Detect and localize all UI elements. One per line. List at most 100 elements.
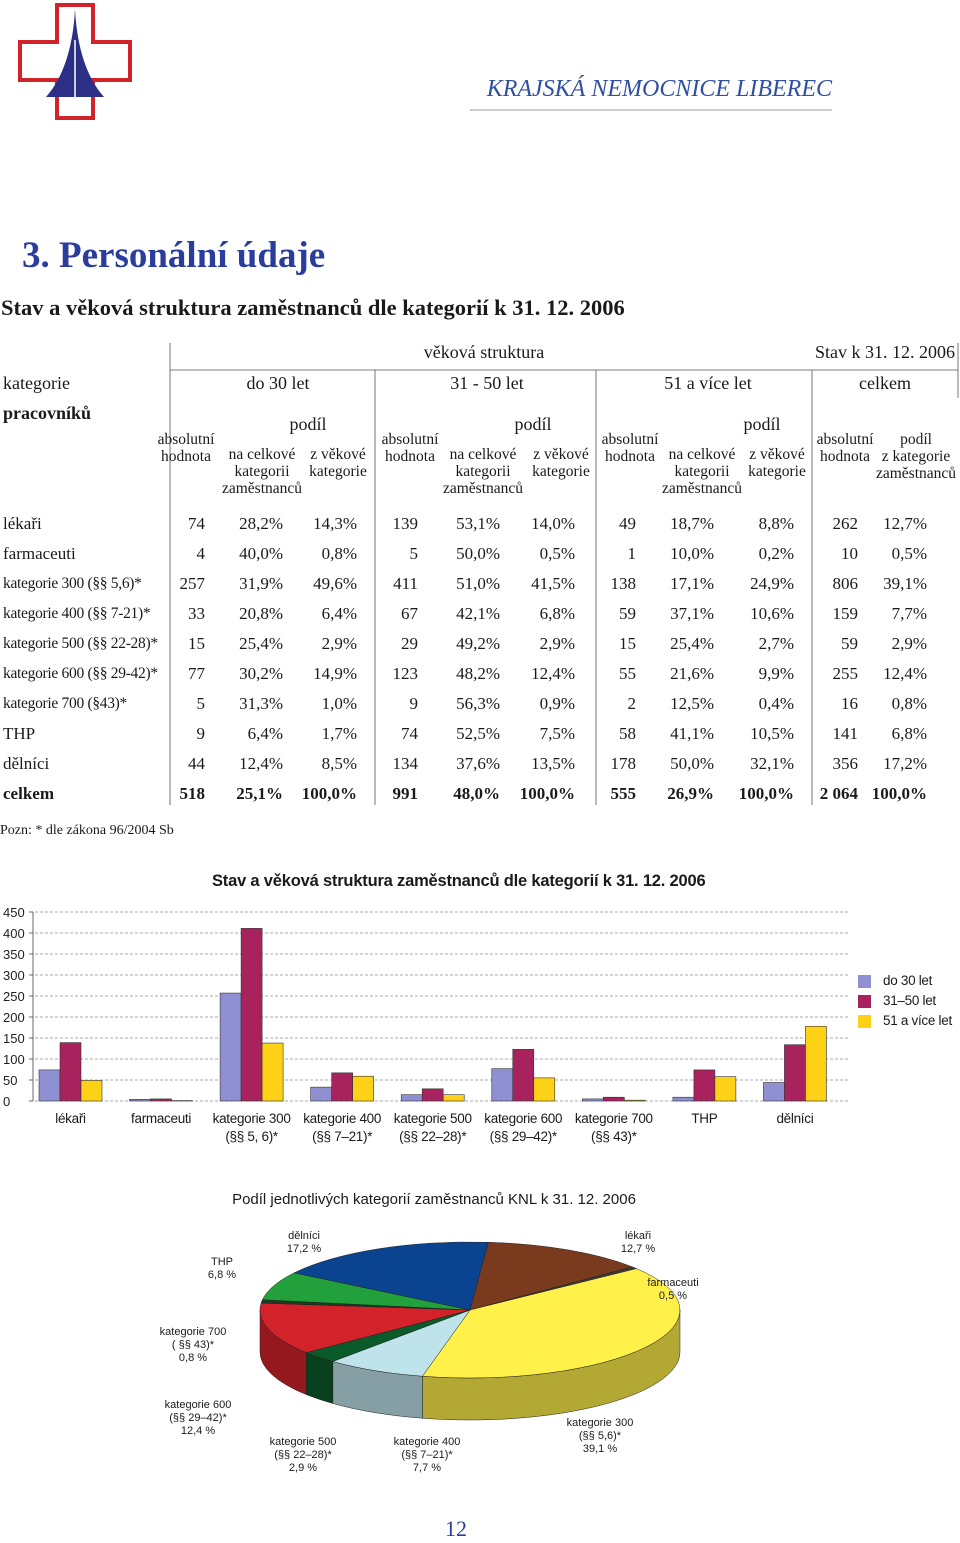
pie-label: kategorie 500 (§§ 22–28)* 2,9 % <box>233 1436 373 1475</box>
x-tick-label: kategorie 400 (§§ 7–21)* <box>303 1111 382 1144</box>
table-cell: 100,0% <box>519 784 575 803</box>
pie-category-label: kategorie 700 ( §§ 43)* <box>159 1326 227 1351</box>
category-header: pracovníků <box>3 403 92 423</box>
bar <box>693 1069 716 1102</box>
abs-header: absolutní hodnota <box>157 431 215 465</box>
table-cell: 10,0% <box>670 544 714 563</box>
table-cell: 17,1% <box>670 574 714 593</box>
y-tick-label: 400 <box>3 926 25 941</box>
group-name: 51 a více let <box>664 373 752 393</box>
abs-header: absolutní hodnota <box>601 431 659 465</box>
row-label: celkem <box>3 784 54 803</box>
y-tick-label: 200 <box>3 1010 25 1025</box>
bar <box>533 1077 556 1102</box>
category-header: kategorie <box>3 373 70 393</box>
table-cell: 14,0% <box>531 514 575 533</box>
share-header: podíl <box>743 414 781 434</box>
logo <box>18 3 132 120</box>
legend-label: do 30 let <box>883 973 933 988</box>
row-label: kategorie 600 (§§ 29-42)* <box>3 665 158 682</box>
table-cell: 33 <box>188 604 205 623</box>
pie-label: kategorie 700 ( §§ 43)* 0,8 % <box>123 1326 263 1365</box>
legend-swatch <box>858 995 871 1008</box>
table-cell: 100,0% <box>301 784 357 803</box>
bar <box>442 1094 465 1102</box>
x-tick-label: kategorie 300 (§§ 5, 6)* <box>212 1111 291 1144</box>
table-cell: 139 <box>392 514 419 533</box>
bar <box>240 928 263 1102</box>
table-cell: 12,7% <box>883 514 927 533</box>
y-tick-label: 250 <box>3 989 25 1004</box>
table-cell: 0,8% <box>891 694 927 713</box>
row-label: kategorie 500 (§§ 22-28)* <box>3 635 158 652</box>
bar <box>261 1042 284 1102</box>
table-cell: 178 <box>610 754 637 773</box>
table-cell: 8,5% <box>321 754 357 773</box>
table-cell: 6,4% <box>247 724 283 743</box>
pie-slice <box>421 1268 681 1379</box>
x-tick-label: farmaceuti <box>131 1111 192 1126</box>
table-cell: 0,9% <box>539 694 575 713</box>
pie-category-label: lékaři <box>624 1230 652 1242</box>
group-name: 31 - 50 let <box>450 373 524 393</box>
table-cell: 6,8% <box>891 724 927 743</box>
share-age-header: z věkové kategorie <box>309 446 367 480</box>
share-header: podíl <box>900 431 932 448</box>
share-header: podíl <box>514 414 552 434</box>
bar <box>624 1099 646 1102</box>
pie-value-label: 0,5 % <box>658 1290 688 1302</box>
table-cell: 257 <box>179 574 206 593</box>
bar <box>603 1096 625 1102</box>
table-cell: 21,6% <box>670 664 714 683</box>
table-cell: 8,8% <box>758 514 794 533</box>
table-cell: 59 <box>841 634 858 653</box>
table-cell: 51,0% <box>456 574 500 593</box>
y-tick-label: 50 <box>3 1073 17 1088</box>
table-cell: 39,1% <box>883 574 927 593</box>
pie-value-label: 6,8 % <box>207 1269 237 1281</box>
pie-slice <box>469 1242 634 1311</box>
table-cell: 2,9% <box>891 634 927 653</box>
share-age-header: z věkové kategorie <box>748 446 806 480</box>
table-cell: 17,2% <box>883 754 927 773</box>
pie-value-label: 7,7 % <box>412 1462 442 1474</box>
share-total-header: na celkové kategorii zaměstnanců <box>221 446 303 497</box>
row-label: kategorie 400 (§§ 7-21)* <box>3 605 151 622</box>
table-cell: 411 <box>393 574 418 593</box>
pie-chart-title: Podíl jednotlivých kategorií zaměstnanců… <box>232 1191 636 1208</box>
pie-label: farmaceuti 0,5 % <box>603 1277 743 1303</box>
pie-slice <box>259 1302 471 1353</box>
pie-label: kategorie 600 (§§ 29–42)* 12,4 % <box>128 1399 268 1438</box>
table-cell: 2,7% <box>758 634 794 653</box>
table-cell: 0,2% <box>758 544 794 563</box>
table-cell: 991 <box>392 784 419 803</box>
abs-header: absolutní hodnota <box>381 431 439 465</box>
y-tick-label: 0 <box>3 1094 10 1109</box>
table-cell: 0,8% <box>321 544 357 563</box>
table-cell: 0,5% <box>539 544 575 563</box>
y-tick-label: 300 <box>3 968 25 983</box>
legend-swatch <box>858 1015 871 1028</box>
pie-slice <box>293 1241 489 1311</box>
table-cell: 15 <box>619 634 636 653</box>
bar <box>582 1098 604 1102</box>
bar-chart-title: Stav a věková struktura zaměstnanců dle … <box>212 872 706 890</box>
table-cell: 20,8% <box>239 604 283 623</box>
table-cell: 123 <box>392 664 419 683</box>
table-cell: 1,7% <box>321 724 357 743</box>
pie-value-label: 12,7 % <box>620 1243 656 1255</box>
table-cell: 16 <box>841 694 858 713</box>
institution-name: KRAJSKÁ NEMOCNICE LIBEREC <box>486 76 832 102</box>
table-cell: 56,3% <box>456 694 500 713</box>
bar <box>352 1075 374 1102</box>
legend-swatch <box>858 975 871 988</box>
table-cell: 67 <box>401 604 418 623</box>
table-cell: 4 <box>196 544 206 563</box>
table-cell: 1 <box>627 544 637 563</box>
y-tick-label: 450 <box>3 905 25 920</box>
table-cell: 31,9% <box>239 574 283 593</box>
table-cell: 12,4% <box>531 664 575 683</box>
x-tick-label: kategorie 500 (§§ 22–28)* <box>393 1111 472 1144</box>
total-share-header: z kategorie zaměstnanců <box>875 448 957 482</box>
